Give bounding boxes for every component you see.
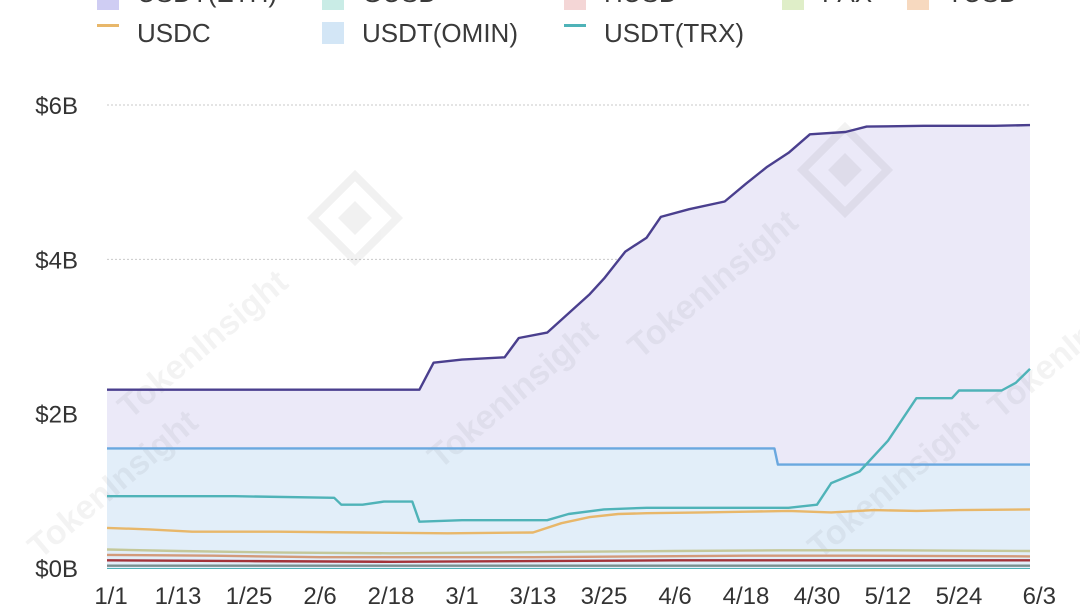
- legend-label: HUSD: [604, 0, 678, 8]
- legend-item-usdt-omin-[interactable]: USDT(OMIN): [322, 18, 518, 48]
- legend-label: GUSD: [362, 0, 437, 8]
- series-line-tusd: [106, 553, 1031, 559]
- legend-swatch: [907, 0, 929, 10]
- x-tick-label: 3/13: [510, 583, 557, 607]
- legend-swatch: [322, 22, 344, 44]
- legend-item-usdc[interactable]: USDC: [97, 18, 211, 48]
- y-tick-label: $0B: [35, 556, 78, 583]
- x-tick-label: 4/6: [658, 583, 691, 607]
- legend-swatch: [564, 0, 586, 10]
- x-tick-label: 5/24: [936, 583, 983, 607]
- series-lines: [106, 123, 1031, 567]
- y-tick-label: $6B: [35, 93, 78, 120]
- y-axis-ticks: $0B $2B $4B $6B: [35, 93, 78, 583]
- legend-swatch: [564, 24, 586, 27]
- x-tick-label: 3/1: [445, 583, 478, 607]
- x-tick-label: 4/30: [794, 583, 841, 607]
- series-line-pax: [106, 548, 1031, 555]
- legend-item-tusd[interactable]: TUSD: [907, 0, 1018, 10]
- x-tick-label: 6/3: [1023, 583, 1056, 607]
- series-line-usdt-eth-: [107, 123, 1031, 391]
- series-line-usdt-trx-: [107, 368, 1031, 523]
- legend-label: USDT(ETH): [137, 0, 277, 8]
- x-tick-label: 2/18: [368, 583, 415, 607]
- legend-label: USDT(TRX): [604, 18, 744, 48]
- x-tick-label: 2/6: [303, 583, 336, 607]
- legend: USDT(ETH) GUSD HUSD PAX TUSD USDC USDT(OMIN) US…: [97, 0, 1018, 48]
- legend-label: TUSD: [947, 0, 1018, 8]
- series-fills: [107, 125, 1030, 568]
- series-line-husd: [106, 559, 1030, 563]
- legend-item-husd[interactable]: HUSD: [564, 0, 678, 10]
- x-tick-label: 1/1: [94, 583, 127, 607]
- x-tick-label: 3/25: [581, 583, 628, 607]
- legend-label: USDC: [137, 18, 211, 48]
- legend-swatch: [97, 0, 119, 10]
- legend-label: USDT(OMIN): [362, 18, 518, 48]
- x-tick-label: 1/25: [226, 583, 273, 607]
- y-tick-label: $2B: [35, 402, 78, 429]
- x-axis-ticks: 1/1 1/13 1/25 2/6 2/18 3/1 3/13 3/25 4/6 4/18 4/30…: [94, 583, 1056, 607]
- series-line-usdt-omin-: [107, 447, 1030, 466]
- x-tick-label: 5/12: [865, 583, 912, 607]
- legend-item-gusd[interactable]: GUSD: [322, 0, 437, 10]
- watermark-logo: [306, 169, 404, 267]
- legend-label: PAX: [822, 0, 872, 8]
- y-tick-label: $4B: [35, 247, 78, 274]
- legend-swatch: [782, 0, 804, 10]
- legend-item-usdt-trx-[interactable]: USDT(TRX): [564, 18, 744, 48]
- series-area-usdt-omin-: [107, 448, 1030, 568]
- x-tick-label: 4/18: [723, 583, 770, 607]
- legend-item-pax[interactable]: PAX: [782, 0, 872, 10]
- legend-item-usdt-eth-[interactable]: USDT(ETH): [97, 0, 277, 10]
- x-tick-label: 1/13: [155, 583, 202, 607]
- series-line-usdc: [106, 508, 1031, 535]
- legend-swatch: [97, 24, 119, 27]
- legend-swatch: [322, 0, 344, 10]
